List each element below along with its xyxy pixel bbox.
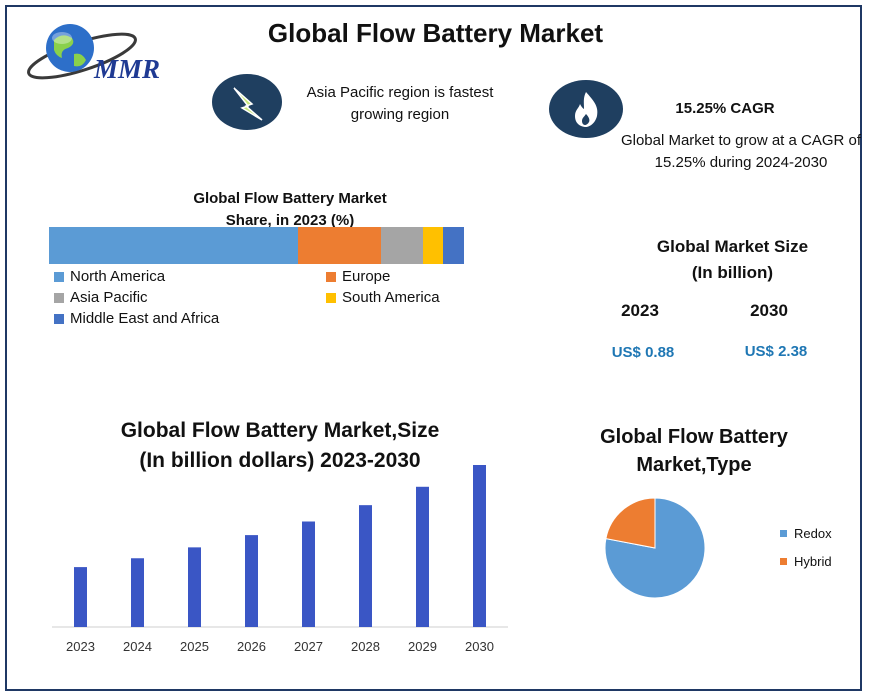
legend-label: Europe	[342, 268, 391, 285]
bar-2023	[74, 567, 87, 627]
market-size-year-2030: 2030	[750, 301, 788, 320]
share-segment-middle-east-and-africa	[443, 227, 464, 264]
size-title-line1: Global Flow Battery Market,Size	[120, 419, 440, 442]
legend-north-america: North America	[54, 268, 165, 285]
market-size-title-line2: (In billion)	[691, 263, 774, 282]
x-tick-label: 2025	[180, 639, 209, 654]
share-segment-europe	[298, 227, 381, 264]
legend-label: Hybrid	[794, 554, 832, 569]
infographic-frame	[5, 5, 862, 691]
type-pie-chart	[604, 497, 706, 599]
cagr-description: Global Market to grow at a CAGR of 15.25…	[620, 132, 862, 171]
market-size-title: Global Market Size (In billion)	[630, 234, 835, 286]
legend-label: Asia Pacific	[70, 289, 148, 306]
pie-legend-redox: Redox	[780, 526, 832, 541]
market-size-value-2023: US$ 0.88	[611, 344, 675, 361]
legend-label: South America	[342, 289, 440, 306]
legend-label: Middle East and Africa	[70, 310, 220, 327]
logo-text: MMR	[94, 54, 161, 84]
share-segment-south-america	[422, 227, 444, 264]
legend-swatch	[54, 292, 64, 303]
flame-icon	[549, 80, 623, 138]
size-bar-chart: 2023 2024 2025 2026 2027 2028 2029 2030	[52, 465, 508, 654]
share-segment-asia-pacific	[381, 227, 423, 264]
bar-2029	[416, 486, 429, 627]
bar-2025	[188, 547, 201, 627]
bar-2030	[473, 465, 486, 627]
bar-2027	[302, 521, 315, 627]
pie-legend-hybrid: Hybrid	[780, 554, 832, 569]
bar-2026	[245, 535, 258, 627]
x-tick-label: 2024	[123, 639, 152, 654]
share-title-line1: Global Flow Battery Market	[193, 190, 387, 207]
x-tick-label: 2030	[465, 639, 494, 654]
cagr-title: 15.25% CAGR	[675, 100, 775, 117]
x-tick-label: 2028	[351, 639, 380, 654]
share-segment-north-america	[49, 227, 298, 264]
legend-label: North America	[70, 268, 166, 285]
size-title-line2: (In billion dollars) 2023-2030	[139, 449, 421, 472]
size-chart-title: Global Flow Battery Market,Size (In bill…	[95, 416, 465, 476]
globe-icon	[27, 24, 137, 80]
legend-label: Redox	[794, 526, 832, 541]
region-info: Asia Pacific region is fastest growing r…	[306, 84, 494, 123]
mmr-logo	[22, 18, 182, 86]
share-chart-title: Global Flow Battery Market Share, in 202…	[150, 188, 430, 232]
legend-swatch	[780, 530, 787, 537]
legend-europe: Europe	[326, 268, 390, 285]
page-title: Global Flow Battery Market	[267, 18, 604, 48]
legend-swatch	[54, 271, 64, 282]
legend-mea: Middle East and Africa	[54, 310, 219, 327]
share-stacked-bar	[49, 227, 464, 264]
x-tick-label: 2027	[294, 639, 323, 654]
bar-2024	[131, 558, 144, 627]
share-legend: North America Europe Asia Pacific South …	[54, 266, 484, 330]
pie-slice-hybrid	[605, 497, 656, 549]
legend-swatch	[326, 292, 336, 303]
x-tick-label: 2029	[408, 639, 437, 654]
legend-swatch	[780, 558, 787, 565]
market-size-year-2023: 2023	[621, 301, 659, 320]
bar-2028	[359, 505, 372, 627]
legend-swatch	[54, 313, 64, 324]
type-title-line2: Market,Type	[636, 454, 752, 476]
market-size-value-2030: US$ 2.38	[744, 343, 808, 360]
lightning-icon	[212, 74, 282, 130]
legend-swatch	[326, 271, 336, 282]
x-tick-label: 2023	[66, 639, 95, 654]
type-chart-title: Global Flow Battery Market,Type	[580, 423, 808, 479]
legend-south-america: South America	[326, 289, 440, 306]
market-size-title-line1: Global Market Size	[656, 237, 809, 256]
x-tick-label: 2026	[237, 639, 266, 654]
legend-asia-pacific: Asia Pacific	[54, 289, 148, 306]
share-title-line2: Share, in 2023 (%)	[225, 212, 355, 229]
type-title-line1: Global Flow Battery	[600, 426, 788, 448]
